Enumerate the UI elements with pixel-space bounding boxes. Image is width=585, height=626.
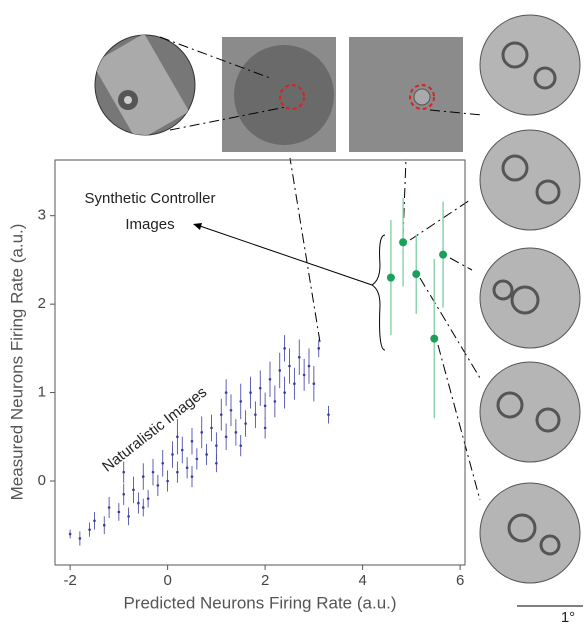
- x-axis-label: Predicted Neurons Firing Rate (a.u.): [123, 593, 396, 612]
- point: [137, 501, 140, 505]
- point: [190, 439, 194, 443]
- point: [283, 347, 286, 350]
- y-tick-label: 2: [38, 295, 46, 312]
- scale-bar-label: 1°: [561, 609, 575, 626]
- point: [249, 391, 252, 394]
- y-tick-label: 1: [38, 384, 46, 401]
- x-tick-label: 4: [358, 572, 366, 589]
- annotation: Images: [125, 216, 174, 233]
- point: [171, 453, 174, 456]
- x-tick-label: 2: [261, 572, 269, 589]
- point: [219, 413, 223, 416]
- point: [180, 448, 184, 452]
- point: [215, 462, 218, 465]
- point: [146, 497, 150, 500]
- point: [107, 506, 111, 509]
- point: [68, 532, 72, 536]
- point: [278, 369, 282, 372]
- point: [327, 413, 330, 416]
- thumbnails: [94, 14, 583, 607]
- point: [132, 488, 135, 492]
- point: [141, 475, 145, 478]
- y-tick-label: 0: [38, 472, 46, 489]
- point: [283, 391, 286, 394]
- point: [430, 334, 439, 343]
- point: [258, 386, 262, 390]
- point: [399, 238, 408, 247]
- point: [176, 435, 179, 439]
- point: [273, 400, 277, 403]
- point: [302, 373, 306, 377]
- point: [141, 506, 145, 509]
- point: [386, 273, 395, 282]
- point: [439, 250, 448, 259]
- point: [176, 470, 179, 474]
- point: [229, 408, 233, 412]
- point: [224, 391, 228, 394]
- x-tick-label: 6: [456, 572, 464, 589]
- point: [254, 413, 257, 416]
- point: [185, 466, 189, 470]
- connectors: [159, 36, 483, 501]
- annotation: Naturalistic Images: [99, 384, 210, 476]
- point: [234, 431, 238, 434]
- point: [297, 355, 301, 359]
- point: [244, 422, 247, 425]
- point: [195, 457, 199, 461]
- point: [93, 519, 96, 523]
- point: [215, 444, 218, 447]
- point: [268, 378, 272, 381]
- point: [88, 528, 91, 531]
- point: [412, 270, 421, 279]
- point: [161, 462, 165, 465]
- x-tick-label: 0: [163, 572, 171, 589]
- plot-frame: [54, 159, 466, 566]
- point: [210, 426, 213, 430]
- point: [166, 479, 169, 483]
- point: [312, 382, 316, 386]
- point: [288, 364, 291, 368]
- point: [263, 404, 267, 408]
- point: [117, 510, 121, 514]
- point: [205, 453, 208, 456]
- point: [307, 364, 311, 368]
- point: [156, 484, 160, 487]
- point: [78, 537, 82, 540]
- point: [102, 523, 106, 527]
- point: [317, 347, 321, 350]
- point: [151, 470, 155, 474]
- y-axis-label: Measured Neurons Firing Rate (a.u.): [7, 224, 26, 501]
- point: [190, 475, 194, 478]
- point: [239, 444, 243, 447]
- point: [200, 431, 204, 434]
- point: [224, 435, 228, 439]
- y-tick-label: 3: [38, 207, 46, 224]
- point: [239, 400, 243, 403]
- point: [127, 515, 130, 518]
- x-tick-label: -2: [63, 572, 76, 589]
- point: [263, 426, 267, 430]
- point: [122, 470, 126, 474]
- point: [293, 382, 296, 386]
- annotation: Synthetic Controller: [85, 190, 216, 207]
- point: [122, 492, 126, 496]
